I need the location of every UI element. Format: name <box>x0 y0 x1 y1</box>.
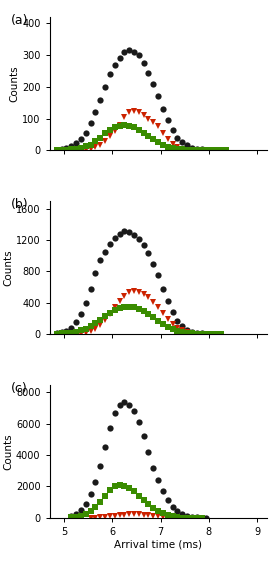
Text: (a): (a) <box>10 14 28 27</box>
X-axis label: Arrival time (ms): Arrival time (ms) <box>114 539 202 550</box>
Text: (b): (b) <box>10 198 28 211</box>
Y-axis label: Counts: Counts <box>3 249 13 286</box>
Y-axis label: Counts: Counts <box>3 433 13 469</box>
Y-axis label: Counts: Counts <box>9 65 19 102</box>
Text: (c): (c) <box>10 382 27 395</box>
